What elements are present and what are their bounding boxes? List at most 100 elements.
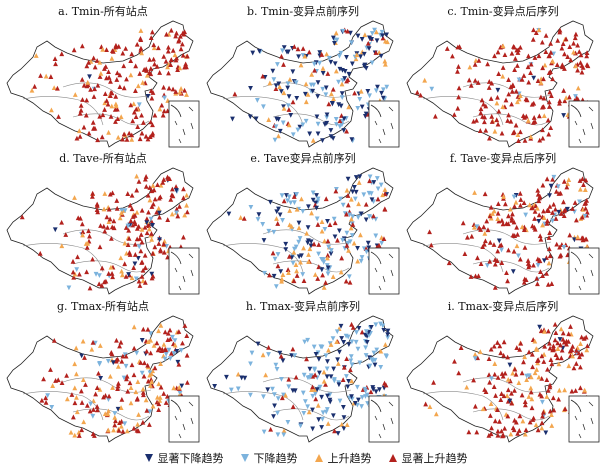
station-marker-up: [307, 246, 313, 252]
station-marker-down: [135, 255, 141, 261]
station-marker-up: [523, 427, 529, 433]
station-marker-down: [357, 96, 363, 102]
station-marker-up: [539, 375, 545, 381]
map-panel: i. Tmax-变异点后序列: [403, 298, 603, 448]
station-marker-down: [557, 337, 563, 342]
station-marker-up: [522, 399, 528, 404]
station-marker-up: [235, 371, 241, 377]
station-marker-up: [182, 64, 187, 70]
station-marker-up: [497, 418, 502, 424]
station-marker-up: [119, 418, 124, 424]
station-marker-up: [48, 74, 54, 79]
station-marker-up: [118, 255, 124, 261]
station-marker-up: [295, 46, 301, 52]
station-marker-up: [49, 107, 54, 113]
station-marker-up: [373, 50, 379, 55]
station-marker-up: [134, 396, 140, 402]
station-marker-up: [91, 433, 97, 438]
station-marker-up: [110, 48, 116, 54]
station-marker-up: [518, 197, 524, 202]
station-marker-down: [250, 50, 256, 56]
station-marker-down: [323, 85, 329, 91]
station-marker-down: [363, 345, 368, 351]
inset-islands: [170, 251, 194, 291]
station-marker-down: [311, 344, 317, 350]
station-marker-up: [528, 385, 534, 391]
station-marker-up: [130, 222, 136, 228]
station-marker-down: [324, 374, 330, 380]
station-marker-up: [312, 67, 317, 73]
station-marker-down: [324, 115, 330, 120]
station-marker-up: [458, 345, 464, 350]
station-marker-up: [561, 208, 567, 214]
station-marker-up: [432, 113, 438, 119]
station-marker-up: [143, 397, 149, 403]
station-marker-up: [104, 98, 110, 103]
station-marker-up: [456, 94, 462, 100]
station-marker-up: [489, 119, 495, 124]
station-marker-down: [336, 102, 342, 108]
station-marker-up: [510, 83, 516, 89]
station-marker-up: [547, 408, 553, 414]
station-marker-up: [71, 274, 77, 280]
station-marker-up: [111, 218, 117, 224]
station-marker-down: [296, 54, 301, 60]
station-marker-up: [97, 74, 103, 79]
station-marker-up: [53, 61, 58, 67]
station-marker-down: [365, 89, 371, 94]
station-marker-down: [278, 89, 284, 94]
station-marker-up: [546, 246, 552, 252]
station-marker-down: [347, 239, 353, 245]
station-marker-up: [519, 370, 525, 376]
station-marker-up: [267, 272, 272, 278]
station-marker-up: [576, 49, 582, 54]
station-marker-down: [349, 137, 355, 143]
station-marker-down: [368, 324, 374, 330]
station-marker-up: [545, 281, 551, 287]
station-marker-down: [281, 104, 286, 110]
station-marker-down: [338, 50, 344, 56]
station-marker-up: [499, 217, 505, 223]
station-marker-down: [565, 206, 570, 212]
station-marker-up: [517, 413, 523, 419]
station-marker-up: [177, 65, 183, 71]
station-map: [206, 20, 400, 148]
station-marker-up: [538, 269, 543, 275]
station-marker-up: [511, 219, 517, 225]
station-marker-up: [517, 190, 523, 196]
station-marker-down: [314, 387, 320, 393]
station-marker-down: [334, 37, 340, 43]
station-marker-up: [72, 92, 78, 97]
station-marker-up: [350, 324, 356, 330]
station-marker-down: [333, 116, 339, 122]
station-marker-up: [149, 379, 155, 385]
station-marker-up: [550, 210, 555, 215]
station-marker-up: [539, 420, 545, 426]
panel-title: b. Tmin-变异点前序列: [246, 5, 360, 18]
station-marker-down: [345, 384, 351, 390]
station-marker-up: [124, 373, 130, 379]
station-marker-up: [363, 201, 369, 207]
station-marker-up: [150, 122, 155, 128]
station-marker-up: [130, 118, 136, 124]
station-marker-up: [557, 244, 563, 250]
station-marker-up: [547, 53, 552, 58]
legend-item-sig-increase: 显著上升趋势: [388, 450, 468, 466]
station-marker-up: [131, 109, 137, 115]
station-marker-up: [97, 343, 103, 348]
station-marker-down: [367, 214, 372, 219]
station-marker-up: [70, 414, 76, 420]
station-marker-up: [109, 351, 115, 357]
station-marker-up: [557, 253, 563, 259]
triangle-down-icon: [144, 454, 153, 462]
station-marker-up: [90, 256, 95, 262]
station-marker-up: [487, 135, 492, 141]
station-marker-up: [373, 29, 379, 35]
station-marker-up: [519, 76, 525, 82]
station-marker-up: [510, 370, 516, 376]
river-line: [262, 229, 352, 245]
station-marker-up: [161, 391, 167, 396]
station-marker-up: [328, 91, 334, 97]
panel-title: a. Tmin-所有站点: [58, 5, 148, 18]
station-marker-up: [102, 228, 108, 234]
